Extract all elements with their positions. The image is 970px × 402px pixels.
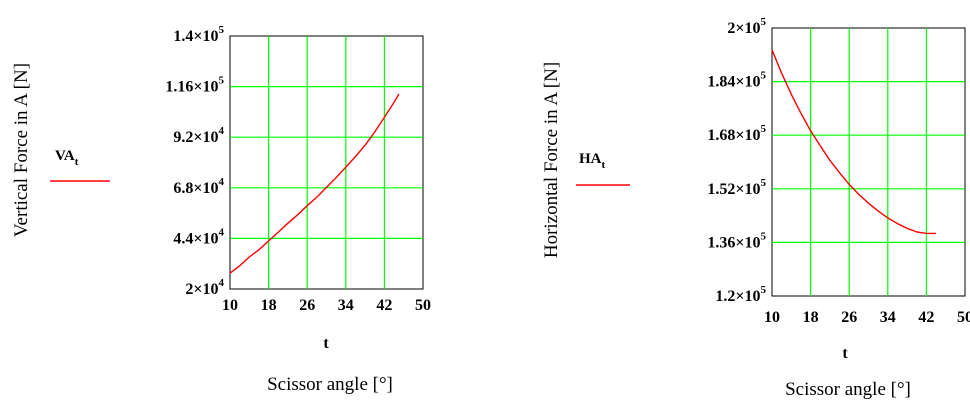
y-tick-label: 1.84×105 [707,70,766,91]
right-grid [772,28,965,296]
x-tick-label: 50 [957,309,970,326]
y-tick-label: 1.16×105 [165,75,224,96]
left-x-axis-title: Scissor angle [°] [267,374,393,395]
right-x-variable-label: t [842,345,848,362]
left-grid [230,36,423,289]
y-tick-label: 1.52×105 [707,177,766,198]
x-tick-label: 34 [338,297,354,314]
series-line [229,93,400,274]
left-plot-area [229,35,424,290]
y-tick-label: 1.2×105 [715,284,766,305]
y-tick-label: 1.68×105 [707,123,766,144]
horizontal-force-chart: Horizontal Force in A [N] HAt 1.2×105 1.3… [541,16,970,400]
x-tick-label: 26 [299,297,315,314]
right-y-axis-title: Horizontal Force in A [N] [541,62,562,258]
y-tick-label: 6.8×104 [173,176,224,197]
right-plot-area [771,27,966,297]
x-tick-label: 42 [918,309,934,326]
series-line [771,49,936,235]
left-x-variable-label: t [323,335,329,352]
right-series-layer [771,49,936,235]
y-tick-label: 1.4×105 [173,24,224,45]
left-legend: VAt [50,148,110,182]
y-tick-label: 1.36×105 [707,230,766,251]
right-y-tick-labels: 1.2×105 1.36×105 1.52×105 1.68×105 1.84×105 2… [707,16,766,305]
y-tick-label: 9.2×104 [173,125,224,146]
x-tick-label: 34 [880,309,896,326]
y-tick-label: 4.4×104 [173,226,224,247]
y-tick-label: 2×104 [185,277,224,298]
x-tick-label: 42 [376,297,392,314]
right-legend-label: HAt [579,151,606,171]
left-y-axis-title: Vertical Force in A [N] [11,63,32,237]
x-tick-label: 26 [841,309,857,326]
x-tick-label: 50 [415,297,431,314]
right-x-axis-title: Scissor angle [°] [785,379,911,400]
vertical-force-chart: Vertical Force in A [N] VAt 2×104 4.4×104… [11,24,431,395]
left-legend-label: VAt [55,148,79,168]
x-tick-label: 10 [764,309,780,326]
left-x-tick-labels: 10 18 26 34 42 50 [222,297,431,314]
left-y-tick-labels: 2×104 4.4×104 6.8×104 9.2×104 1.16×105 1.4×10… [165,24,224,298]
x-tick-label: 18 [803,309,819,326]
right-legend: HAt [576,151,630,186]
x-tick-label: 10 [222,297,238,314]
right-x-tick-labels: 10 18 26 34 42 50 [764,309,970,326]
x-tick-label: 18 [261,297,277,314]
left-series-layer [229,93,400,274]
y-tick-label: 2×105 [727,16,766,37]
